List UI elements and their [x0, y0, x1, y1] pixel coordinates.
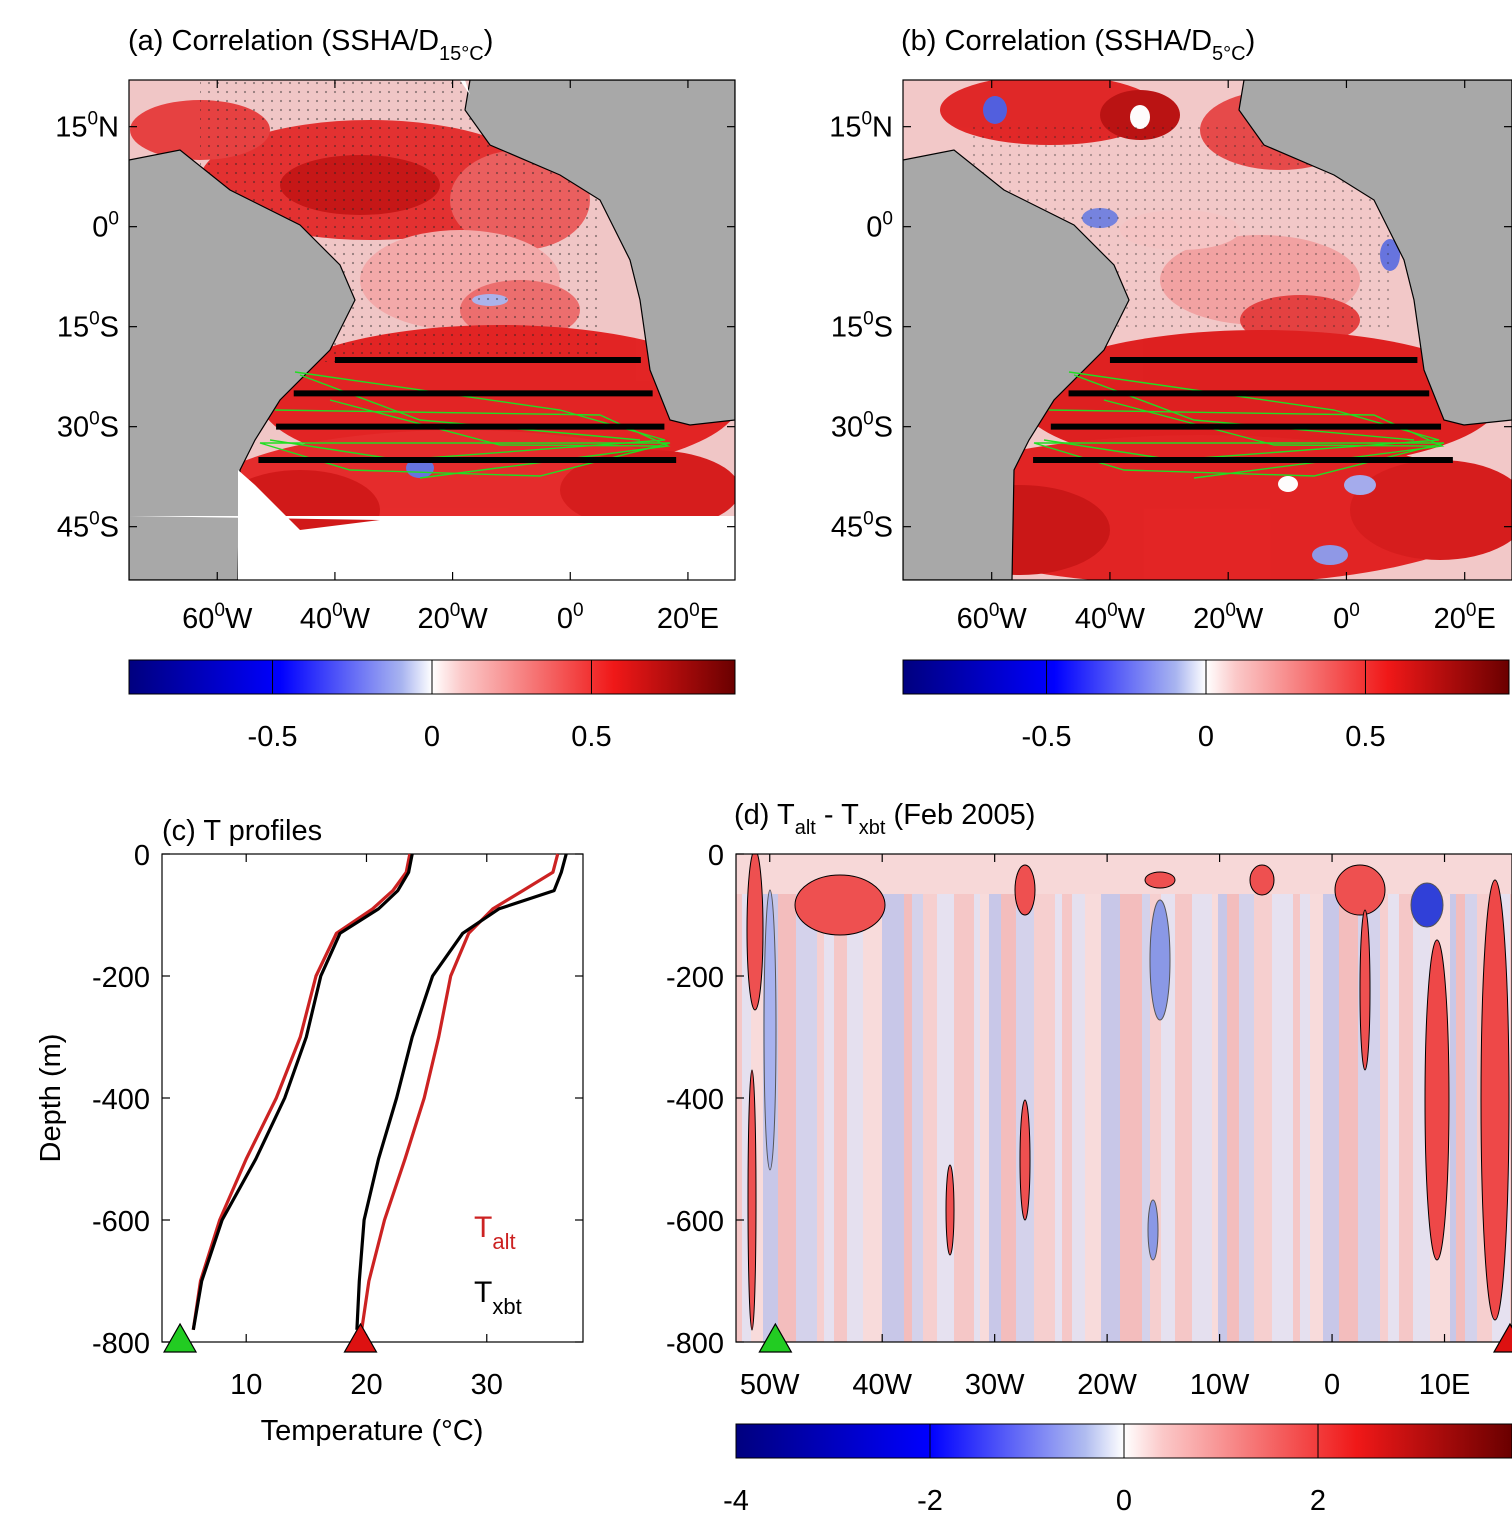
- y-tick-label: 450S: [57, 509, 119, 544]
- panel-a-axes: 600W 400W 200W 00 200E 150N 00 150S 300S 450S: [55, 80, 735, 635]
- panel-d-title: (d) Talt - Txbt (Feb 2005): [734, 799, 1035, 839]
- land-africa: [1238, 80, 1512, 426]
- colorbar-tick-label: 0.5: [1345, 721, 1385, 753]
- colorbar-tick-label: 0: [1198, 721, 1214, 753]
- x-tick-label: 30W: [965, 1369, 1025, 1401]
- section-markers: [758, 1322, 1512, 1353]
- x-tick-label: 20: [350, 1369, 382, 1401]
- panel-d-section: [736, 854, 1512, 1342]
- y-tick-label: 0: [134, 840, 150, 872]
- panel-c-legend: Talt Txbt: [474, 1211, 522, 1319]
- y-tick-label: 00: [866, 209, 893, 244]
- panel-a: (a) Correlation (SSHA/D15°C): [55, 25, 736, 753]
- panel-b: (b) Correlation (SSHA/D5°C): [829, 25, 1512, 753]
- panel-d-colorbar: -4 -2 0 2: [723, 1423, 1512, 1517]
- panel-b-colorbar: -0.5 0 0.5: [902, 659, 1510, 753]
- panel-d: (d) Talt - Txbt (Feb 2005): [666, 799, 1512, 1517]
- x-tick-label: 400W: [300, 600, 371, 635]
- x-tick-label: 40W: [852, 1369, 912, 1401]
- x-tick-label: 10W: [1190, 1369, 1250, 1401]
- y-axis-label: Depth (m): [35, 1034, 67, 1163]
- section-patches: [746, 854, 1510, 1331]
- y-tick-label: -400: [92, 1084, 150, 1116]
- profile-lines: [191, 853, 568, 1331]
- x-tick-label: 600W: [957, 600, 1028, 635]
- x-tick-label: 30: [471, 1369, 503, 1401]
- missing-data-south: [129, 516, 735, 580]
- x-tick-label: 600W: [182, 600, 253, 635]
- land-south-america: [129, 149, 356, 580]
- section-field: [736, 894, 1512, 1342]
- profile-line-alt-warm: [360, 853, 560, 1331]
- legend-item-t-xbt: Txbt: [474, 1276, 522, 1319]
- y-tick-label: -800: [92, 1328, 150, 1360]
- x-tick-label: 200E: [657, 600, 719, 635]
- triangle-marker: [1492, 1322, 1512, 1353]
- x-tick-label: 200E: [1434, 600, 1496, 635]
- panel-b-axes: 600W 400W 200W 00 200E 150N 00 150S 300S 450S: [829, 80, 1512, 635]
- x-axis-label: Temperature (°C): [261, 1415, 484, 1447]
- legend-item-t-alt: Talt: [474, 1211, 516, 1254]
- x-tick-label: 00: [557, 600, 584, 635]
- y-tick-label: 0: [708, 840, 724, 872]
- panel-d-axes: 50W 40W 30W 20W 10W 0 10E 0 -200 -400 -600 -800: [666, 840, 1470, 1401]
- colorbar-tick-label: 0: [1116, 1485, 1132, 1517]
- land-south-america: [903, 149, 1130, 580]
- y-tick-label: -400: [666, 1084, 724, 1116]
- panel-b-title: (b) Correlation (SSHA/D5°C): [901, 25, 1255, 65]
- panel-a-colorbar: -0.5 0 0.5: [128, 659, 736, 753]
- x-tick-label: 50W: [740, 1369, 800, 1401]
- colorbar-tick-label: -2: [917, 1485, 943, 1517]
- panel-a-map: [129, 80, 735, 580]
- panel-c: (c) T profiles 10 20 30 0 -200 -400 -600 -800 D…: [35, 815, 584, 1447]
- land-africa: [464, 80, 735, 426]
- transect-lines: [1033, 357, 1453, 463]
- triangle-marker: [163, 1322, 198, 1353]
- panel-a-title: (a) Correlation (SSHA/D15°C): [128, 25, 493, 65]
- x-tick-label: 00: [1333, 600, 1360, 635]
- colorbar-tick-label: -4: [723, 1485, 749, 1517]
- colorbar-tick-label: -0.5: [248, 721, 298, 753]
- y-tick-label: 150S: [57, 309, 119, 344]
- y-tick-label: -200: [666, 962, 724, 994]
- profile-line-alt-cold: [191, 853, 412, 1331]
- y-tick-label: 300S: [57, 409, 119, 444]
- x-tick-label: 400W: [1075, 600, 1146, 635]
- panel-c-axes: 10 20 30 0 -200 -400 -600 -800: [92, 840, 583, 1401]
- panel-b-map: [903, 80, 1512, 580]
- y-tick-label: 150S: [831, 309, 893, 344]
- transect-lines: [258, 357, 677, 463]
- x-tick-label: 10E: [1419, 1369, 1471, 1401]
- triangle-marker: [758, 1322, 793, 1353]
- triangle-marker: [343, 1322, 378, 1353]
- profile-markers: [163, 1322, 378, 1353]
- y-tick-label: 150N: [55, 109, 119, 144]
- y-tick-label: 450S: [831, 509, 893, 544]
- y-tick-label: 00: [92, 209, 119, 244]
- y-tick-label: -600: [92, 1206, 150, 1238]
- y-tick-label: -800: [666, 1328, 724, 1360]
- panel-a-frame: [128, 79, 736, 581]
- colorbar-tick-label: 0.5: [571, 721, 611, 753]
- x-tick-label: 20W: [1077, 1369, 1137, 1401]
- y-tick-label: -600: [666, 1206, 724, 1238]
- profile-line-xbt-cold: [191, 853, 414, 1331]
- colorbar-tick-label: -0.5: [1022, 721, 1072, 753]
- panel-c-title: (c) T profiles: [162, 815, 322, 847]
- y-tick-label: -200: [92, 962, 150, 994]
- profile-line-xbt-warm: [355, 853, 568, 1330]
- x-tick-label: 200W: [417, 600, 488, 635]
- colorbar-tick-label: 0: [424, 721, 440, 753]
- x-tick-label: 10: [230, 1369, 262, 1401]
- colorbar-tick-label: 2: [1310, 1485, 1326, 1517]
- missing-data-patagonia: [238, 470, 300, 580]
- x-tick-label: 200W: [1193, 600, 1264, 635]
- panel-b-frame: [902, 79, 1512, 581]
- y-tick-label: 300S: [831, 409, 893, 444]
- y-tick-label: 150N: [829, 109, 893, 144]
- x-tick-label: 0: [1324, 1369, 1340, 1401]
